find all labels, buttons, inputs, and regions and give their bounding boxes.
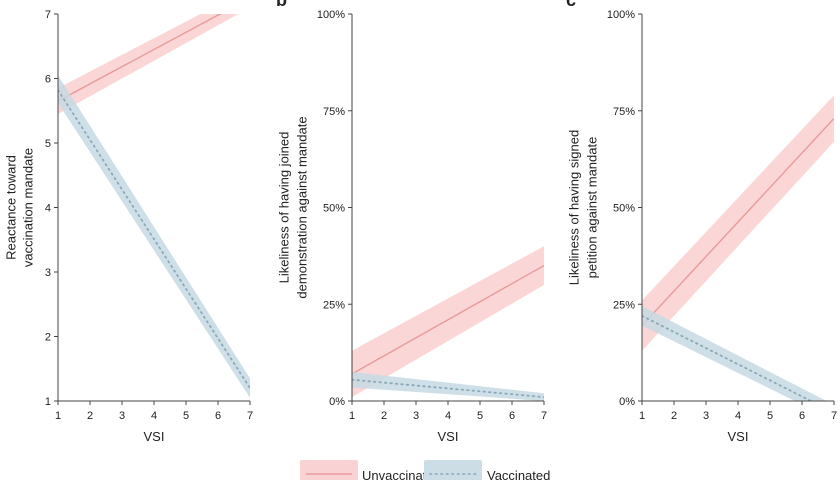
y-axis-label-c: petition against mandate	[584, 137, 599, 279]
x-tick-label-a: 4	[151, 410, 157, 422]
x-tick-label-b: 7	[541, 410, 547, 422]
y-axis-label-b: Likeliness of having joined	[276, 132, 291, 284]
y-tick-label-b: 0%	[329, 396, 345, 408]
x-axis-label-a: VSI	[144, 429, 165, 444]
panel-a: 1 2 3 4 5 6 7 1 2 3 4 5 6 7 VSI Reactance toward vaccina…	[3, 9, 253, 444]
x-tick-label-c: 6	[799, 410, 805, 422]
x-tick-label-b: 6	[509, 410, 515, 422]
x-tick-label-b: 1	[349, 410, 355, 422]
legend-swatch-vaccinated	[424, 460, 482, 480]
ci-band-vaccinated-b	[352, 371, 544, 401]
y-tick-label-a: 1	[45, 396, 51, 408]
y-axis-label-c: Likeliness of having signed	[566, 130, 581, 285]
x-tick-label-b: 5	[477, 410, 483, 422]
plot-area-b	[352, 246, 544, 401]
panel-c: 1 2 3 4 5 6 7 0% 25% 50% 75% 100% VSI Likeliness of h…	[566, 9, 837, 444]
x-tick-label-c: 1	[639, 410, 645, 422]
y-axis-label-a: Reactance toward	[3, 155, 18, 260]
x-tick-label-c: 7	[831, 410, 837, 422]
panel-letter-b: b	[276, 0, 287, 10]
x-tick-label-c: 2	[671, 410, 677, 422]
y-axis-label-b: demonstration against mandate	[294, 116, 309, 298]
y-tick-label-b: 100%	[317, 9, 345, 21]
x-tick-label-a: 5	[183, 410, 189, 422]
panel-letter-c: c	[566, 0, 576, 10]
x-tick-label-a: 6	[215, 410, 221, 422]
legend: Unvaccinated Vaccinated	[300, 460, 550, 480]
ci-band-vaccinated-a	[58, 75, 250, 398]
x-axis-label-b: VSI	[438, 429, 459, 444]
y-tick-label-c: 50%	[613, 203, 635, 215]
y-tick-label-b: 75%	[323, 106, 345, 118]
x-tick-label-c: 3	[703, 410, 709, 422]
plot-area-a	[58, 14, 250, 398]
ci-band-vaccinated-c	[642, 306, 827, 401]
legend-label-unvaccinated: Unvaccinated	[362, 468, 441, 480]
x-tick-label-b: 3	[413, 410, 419, 422]
y-tick-label-b: 25%	[323, 299, 345, 311]
series-line-unvaccinated-b	[352, 264, 544, 375]
y-tick-label-c: 100%	[607, 9, 635, 21]
series-line-vaccinated-b	[352, 378, 544, 399]
x-tick-label-a: 7	[247, 410, 253, 422]
y-tick-label-a: 3	[45, 267, 51, 279]
ci-band-unvaccinated-a	[58, 14, 239, 114]
x-tick-label-c: 5	[767, 410, 773, 422]
series-line-vaccinated-a	[58, 89, 250, 390]
y-tick-label-c: 25%	[613, 299, 635, 311]
series-line-unvaccinated-c	[642, 118, 834, 327]
x-tick-label-a: 3	[119, 410, 125, 422]
x-tick-label-b: 2	[381, 410, 387, 422]
x-axis-label-c: VSI	[728, 429, 749, 444]
x-tick-label-c: 4	[735, 410, 741, 422]
y-tick-label-a: 2	[45, 332, 51, 344]
x-tick-label-a: 1	[55, 410, 61, 422]
panel-b: 1 2 3 4 5 6 7 0% 25% 50% 75% 100% VSI Likeliness of h…	[276, 9, 547, 444]
y-tick-label-c: 0%	[619, 396, 635, 408]
ci-band-unvaccinated-b	[352, 246, 544, 398]
plot-area-c	[642, 95, 834, 401]
y-tick-label-c: 75%	[613, 106, 635, 118]
y-tick-label-a: 6	[45, 74, 51, 86]
y-tick-label-a: 7	[45, 9, 51, 21]
series-line-unvaccinated-a	[58, 14, 222, 102]
legend-swatch-unvaccinated	[300, 460, 358, 480]
x-tick-label-b: 4	[445, 410, 451, 422]
y-tick-label-b: 50%	[323, 203, 345, 215]
x-tick-label-a: 2	[87, 410, 93, 422]
legend-label-vaccinated: Vaccinated	[487, 468, 550, 480]
y-tick-label-a: 4	[45, 203, 51, 215]
y-axis-label-a: vaccination mandate	[20, 148, 35, 267]
y-tick-label-a: 5	[45, 138, 51, 150]
